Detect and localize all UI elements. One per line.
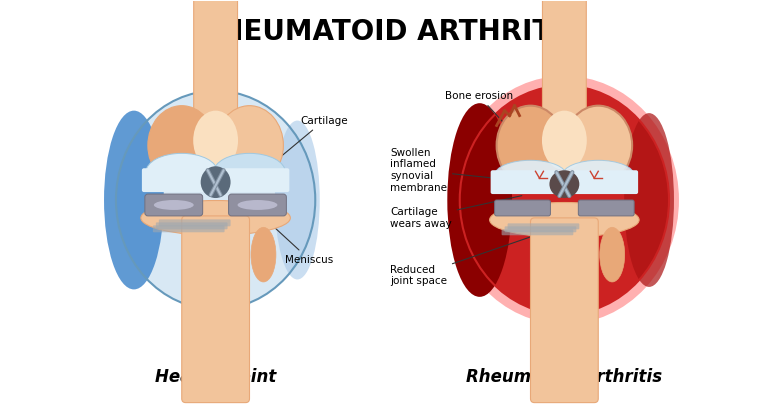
Ellipse shape (565, 106, 632, 185)
FancyBboxPatch shape (578, 200, 634, 216)
Ellipse shape (450, 76, 679, 324)
FancyBboxPatch shape (193, 0, 238, 128)
Ellipse shape (447, 103, 512, 297)
Text: RHEUMATOID ARTHRITIS: RHEUMATOID ARTHRITIS (199, 18, 581, 46)
Ellipse shape (214, 153, 285, 191)
FancyBboxPatch shape (491, 170, 638, 194)
Ellipse shape (490, 202, 639, 237)
Ellipse shape (116, 91, 315, 309)
Text: Reduced
joint space: Reduced joint space (390, 223, 572, 286)
Text: Swollen
inflamed
synovial
membrane: Swollen inflamed synovial membrane (390, 148, 492, 193)
Ellipse shape (146, 153, 218, 191)
FancyBboxPatch shape (542, 0, 587, 128)
FancyBboxPatch shape (145, 194, 203, 216)
Ellipse shape (154, 200, 193, 210)
FancyBboxPatch shape (229, 194, 286, 216)
Ellipse shape (215, 106, 283, 185)
Ellipse shape (624, 113, 674, 287)
Ellipse shape (562, 160, 634, 190)
FancyBboxPatch shape (156, 222, 228, 229)
FancyBboxPatch shape (530, 218, 598, 403)
Ellipse shape (275, 121, 320, 279)
Ellipse shape (569, 249, 596, 290)
FancyBboxPatch shape (182, 216, 250, 403)
FancyBboxPatch shape (142, 168, 289, 192)
FancyBboxPatch shape (508, 223, 580, 229)
FancyBboxPatch shape (502, 229, 573, 235)
Ellipse shape (549, 170, 580, 198)
Text: Bone erosion: Bone erosion (445, 91, 513, 130)
Ellipse shape (600, 227, 625, 282)
Ellipse shape (193, 111, 238, 170)
Ellipse shape (200, 166, 231, 198)
FancyBboxPatch shape (495, 200, 551, 216)
Ellipse shape (497, 106, 565, 185)
Text: Healthy joint: Healthy joint (155, 368, 276, 386)
Ellipse shape (495, 160, 566, 190)
Ellipse shape (251, 227, 276, 282)
Text: Cartilage: Cartilage (272, 115, 348, 164)
Ellipse shape (542, 111, 587, 170)
FancyBboxPatch shape (153, 225, 225, 232)
Ellipse shape (220, 249, 247, 290)
Text: Cartilage
wears away: Cartilage wears away (390, 196, 522, 229)
Ellipse shape (141, 200, 290, 235)
FancyBboxPatch shape (159, 220, 231, 226)
Ellipse shape (148, 106, 215, 185)
Ellipse shape (238, 200, 278, 210)
Ellipse shape (459, 86, 669, 314)
FancyBboxPatch shape (505, 226, 576, 232)
Text: Rheumatoid arthritis: Rheumatoid arthritis (466, 368, 662, 386)
Ellipse shape (104, 111, 164, 290)
Text: Meniscus: Meniscus (257, 212, 334, 264)
